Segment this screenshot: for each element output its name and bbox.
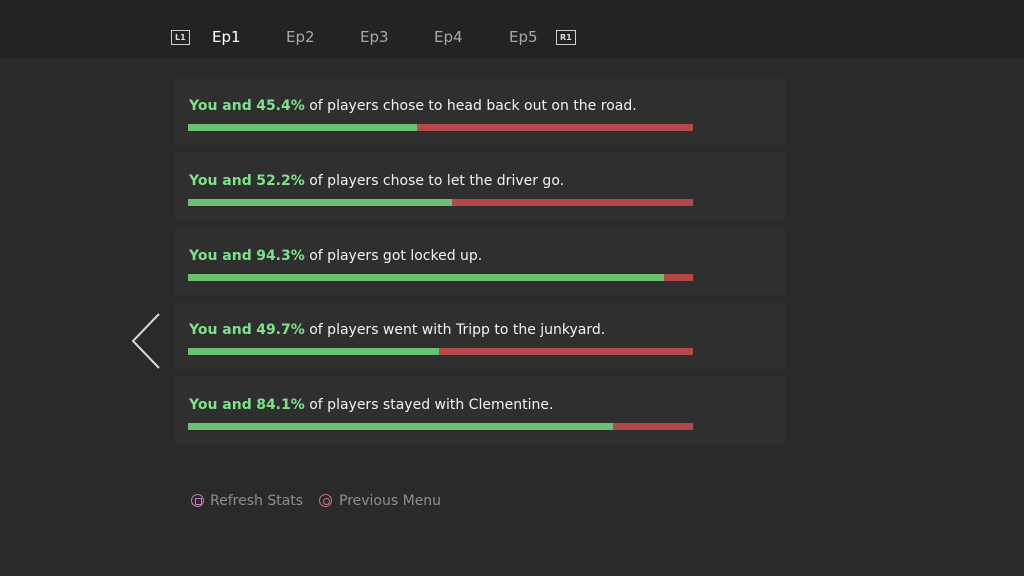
choice-card: You and 84.1% of players stayed with Cle… xyxy=(175,376,785,445)
disagree-bar xyxy=(417,124,693,131)
percent-label: 84.1% xyxy=(256,397,305,414)
lead: You and xyxy=(189,172,252,189)
episode-tab[interactable]: Ep2 xyxy=(286,28,315,46)
disagree-bar xyxy=(451,198,693,206)
disagree-bar xyxy=(664,273,693,281)
description: of players chose to head back out on the… xyxy=(309,98,637,114)
agree-bar xyxy=(188,273,665,281)
previous-button[interactable]: Previous Menu xyxy=(339,493,442,509)
circle-glyph xyxy=(322,497,330,505)
back-arrow[interactable] xyxy=(128,310,168,372)
choice-text: You and 94.3% of players got locked up. xyxy=(189,248,482,264)
disagree-bar xyxy=(438,348,693,356)
choice-card: You and 45.4% of players chose to head b… xyxy=(175,77,785,145)
description: of players chose to let the driver go. xyxy=(309,172,565,189)
lead: You and xyxy=(189,397,252,414)
circle-icon xyxy=(319,494,332,507)
square-glyph xyxy=(194,497,202,505)
choice-text: You and 45.4% of players chose to head b… xyxy=(189,98,637,114)
percent-label: 45.4% xyxy=(256,98,305,114)
choice-text: You and 52.2% of players chose to let th… xyxy=(189,173,564,189)
percent-label: 52.2% xyxy=(256,172,305,189)
episode-tab[interactable]: Ep4 xyxy=(434,28,463,46)
agree-bar xyxy=(188,198,452,206)
r1-button[interactable]: R1 xyxy=(556,30,576,45)
choice-card: You and 94.3% of players got locked up. xyxy=(175,226,785,295)
disagree-bar xyxy=(612,423,693,431)
episode-tab[interactable]: Ep3 xyxy=(360,28,389,46)
agree-bar xyxy=(188,124,418,131)
episode-tab[interactable]: Ep1 xyxy=(212,28,241,46)
episode-tab[interactable]: Ep5 xyxy=(509,28,538,46)
square-icon xyxy=(191,494,204,507)
refresh-button[interactable]: Refresh Stats xyxy=(210,493,304,509)
agree-bar xyxy=(188,348,439,356)
lead: You and xyxy=(189,247,252,264)
lead: You and xyxy=(189,98,252,114)
lead: You and xyxy=(189,322,252,339)
percent-label: 94.3% xyxy=(256,247,305,264)
description: of players stayed with Clementine. xyxy=(309,397,554,414)
arrow-chevron xyxy=(131,313,160,369)
choice-text: You and 84.1% of players stayed with Cle… xyxy=(189,397,553,413)
l1-button[interactable]: L1 xyxy=(171,30,190,45)
percent-label: 49.7% xyxy=(256,322,305,339)
episode-bar: L1 R1 Ep1 Ep2 Ep3 Ep4 Ep5 xyxy=(0,0,1024,58)
description: of players went with Tripp to the junkya… xyxy=(309,322,606,339)
agree-bar xyxy=(188,423,613,431)
choice-card: You and 52.2% of players chose to let th… xyxy=(175,151,785,220)
choice-text: You and 49.7% of players went with Tripp… xyxy=(189,322,605,338)
description: of players got locked up. xyxy=(309,247,483,264)
choice-card: You and 49.7% of players went with Tripp… xyxy=(175,301,785,370)
